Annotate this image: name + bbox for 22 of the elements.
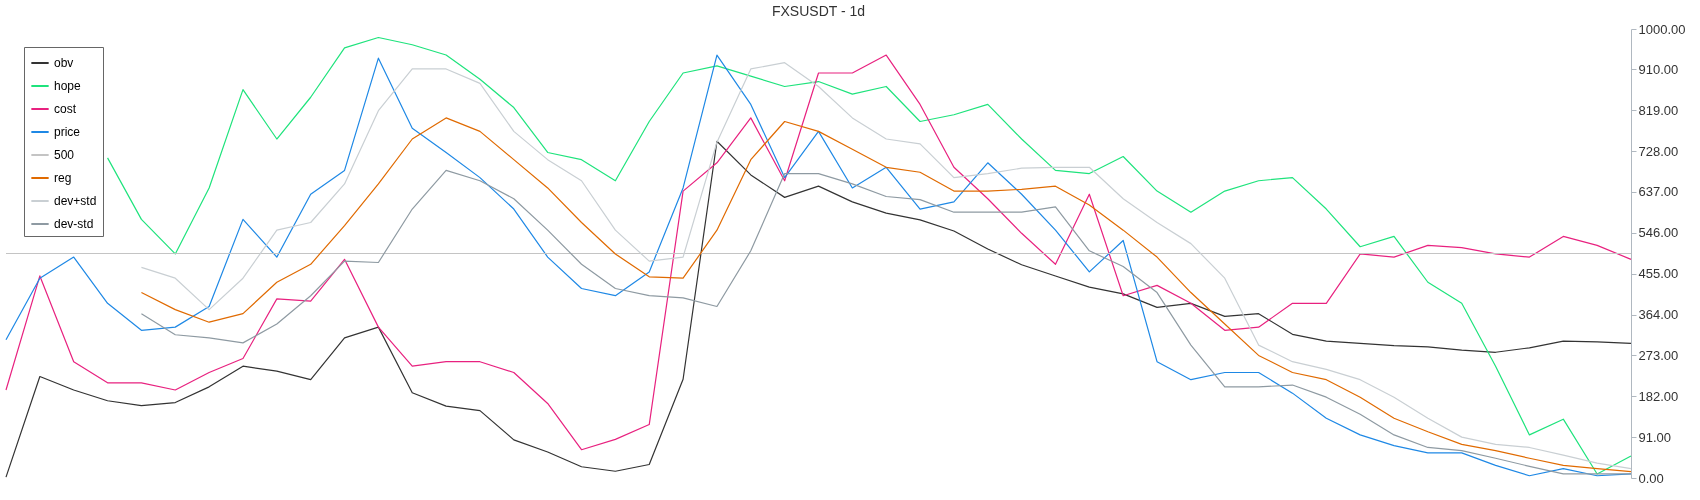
y-tick-label: 819.00	[1638, 102, 1679, 118]
legend-label: 500	[54, 148, 75, 162]
y-tick-label: 91.00	[1638, 429, 1672, 445]
legend-label: obv	[54, 56, 74, 70]
chart-title: FXSUSDT - 1d	[771, 3, 866, 19]
y-tick-label: 637.00	[1638, 184, 1679, 200]
y-tick-label: 364.00	[1638, 307, 1679, 323]
legend-label: price	[54, 125, 81, 139]
legend-label: reg	[54, 171, 72, 185]
legend-label: cost	[54, 102, 77, 116]
y-tick-label: 546.00	[1638, 225, 1679, 241]
y-tick-label: 728.00	[1638, 143, 1679, 159]
y-tick-label: 910.00	[1638, 61, 1679, 77]
legend-label: dev-std	[54, 217, 94, 231]
legend-label: hope	[54, 79, 82, 93]
y-tick-label: 0.00	[1638, 470, 1664, 486]
legend-label: dev+std	[54, 194, 97, 208]
y-tick-label: 1000.00	[1638, 21, 1686, 37]
y-tick-label: 455.00	[1638, 266, 1679, 282]
line-series	[140, 169, 1632, 475]
y-tick-label: 182.00	[1638, 388, 1679, 404]
y-tick-label: 273.00	[1638, 347, 1679, 363]
